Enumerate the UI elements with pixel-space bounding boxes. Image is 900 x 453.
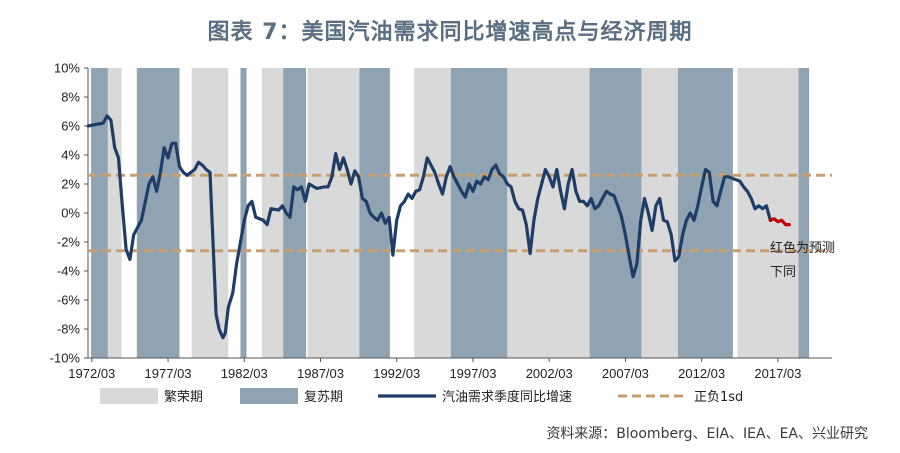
x-tick-label: 2002/03: [526, 366, 573, 381]
x-tick-label: 1987/03: [297, 366, 344, 381]
boom-band: [414, 68, 451, 358]
legend-label: 复苏期: [304, 389, 343, 405]
x-tick-label: 1982/03: [221, 366, 268, 381]
x-tick-label: 1977/03: [145, 366, 192, 381]
x-tick-label: 1992/03: [373, 366, 420, 381]
chart-title: 图表 7：美国汽油需求同比增速高点与经济周期: [207, 20, 693, 45]
forecast-line: [768, 217, 791, 227]
boom-band: [307, 68, 360, 358]
y-axis-ticks: 10% 8% 6% 4% 2% 0% -2% -4% -6% -8% -10%: [50, 61, 88, 366]
legend-label: 正负1sd: [694, 390, 743, 405]
x-tick-label: 1997/03: [449, 366, 496, 381]
forecast-annotation: 红色为预测 下同: [770, 240, 835, 280]
cycle-bands: [91, 68, 810, 358]
y-tick-label: 6%: [61, 119, 80, 134]
gasoline-demand-line: [86, 114, 772, 340]
y-tick-label: 0%: [61, 206, 80, 221]
series-lines: [86, 114, 791, 340]
x-tick-label: 2007/03: [602, 366, 649, 381]
y-tick-label: 4%: [61, 148, 80, 163]
x-axis-ticks: 1972/03 1977/03 1982/03 1987/03 1992/03 1997/…: [68, 358, 801, 381]
recovery-band: [798, 68, 810, 358]
recovery-band: [589, 68, 642, 358]
boom-band: [107, 68, 122, 358]
x-tick-label: 2012/03: [678, 366, 725, 381]
x-tick-label: 1972/03: [68, 366, 115, 381]
recovery-band: [91, 68, 108, 358]
y-tick-label: -10%: [50, 351, 81, 366]
y-tick-label: -6%: [57, 293, 81, 308]
legend-swatch-boom: [100, 388, 158, 404]
y-tick-label: -4%: [57, 264, 81, 279]
y-tick-label: 10%: [54, 61, 80, 76]
boom-band: [507, 68, 590, 358]
recovery-band: [359, 68, 390, 358]
x-tick-label: 2017/03: [754, 366, 801, 381]
y-tick-label: -2%: [57, 235, 81, 250]
recovery-band: [678, 68, 733, 358]
legend: 繁荣期 复苏期 汽油需求季度同比增速 正负1sd: [100, 388, 743, 405]
boom-band: [191, 68, 229, 358]
std-band-lines: [88, 173, 832, 253]
boom-band: [261, 68, 284, 358]
legend-label: 繁荣期: [164, 389, 203, 405]
y-tick-label: 8%: [61, 90, 80, 105]
legend-swatch-recovery: [240, 388, 298, 404]
recovery-band: [450, 68, 508, 358]
source-note: 资料来源：Bloomberg、EIA、IEA、EA、兴业研究: [546, 426, 868, 442]
annotation-line-1: 红色为预测: [770, 240, 835, 256]
legend-label: 汽油需求季度同比增速: [442, 389, 572, 405]
y-tick-label: -8%: [57, 322, 81, 337]
y-tick-label: 2%: [61, 177, 80, 192]
recovery-band: [283, 68, 307, 358]
recovery-band: [240, 68, 247, 358]
annotation-line-2: 下同: [770, 265, 796, 280]
